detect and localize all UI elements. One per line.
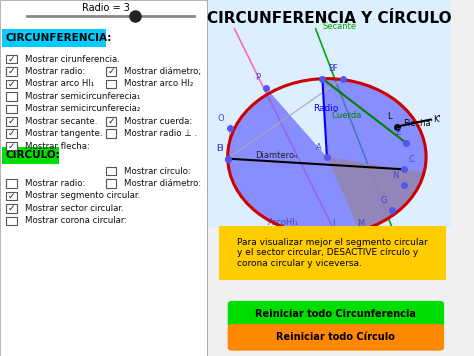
Text: Mostrar semicircunferecia₁: Mostrar semicircunferecia₁ xyxy=(25,92,140,101)
FancyBboxPatch shape xyxy=(6,105,17,113)
Text: D: D xyxy=(216,144,222,153)
FancyBboxPatch shape xyxy=(2,29,106,47)
FancyBboxPatch shape xyxy=(6,130,17,138)
Text: Mostrar semicircunferecia₂: Mostrar semicircunferecia₂ xyxy=(25,104,140,113)
FancyBboxPatch shape xyxy=(6,67,17,76)
Text: Mostrar secante.: Mostrar secante. xyxy=(25,117,97,126)
Text: Mostrar segmento circular.: Mostrar segmento circular. xyxy=(25,192,140,200)
Text: CÍRCULO:: CÍRCULO: xyxy=(5,151,60,161)
FancyBboxPatch shape xyxy=(106,80,116,88)
Text: H: H xyxy=(216,144,222,153)
Wedge shape xyxy=(327,157,424,231)
Text: Mostrar corona circular:: Mostrar corona circular: xyxy=(25,216,127,225)
Text: G: G xyxy=(380,196,387,205)
Text: ✓: ✓ xyxy=(8,67,16,76)
Text: B: B xyxy=(328,64,334,73)
Text: ✓: ✓ xyxy=(8,54,16,64)
Text: Mostrar círculo:: Mostrar círculo: xyxy=(124,167,191,176)
Text: Mostrar cuerda:: Mostrar cuerda: xyxy=(124,117,192,126)
Text: I: I xyxy=(332,219,335,228)
Text: Mostrar sector circular.: Mostrar sector circular. xyxy=(25,204,124,213)
Text: ✓: ✓ xyxy=(107,67,115,76)
FancyBboxPatch shape xyxy=(6,216,17,225)
Polygon shape xyxy=(266,79,327,157)
Text: Mostrar cirunferencia.: Mostrar cirunferencia. xyxy=(25,54,119,64)
Text: Radio = 3: Radio = 3 xyxy=(82,3,130,13)
FancyBboxPatch shape xyxy=(6,179,17,188)
FancyBboxPatch shape xyxy=(208,0,451,228)
Text: Mostrar diámetro;: Mostrar diámetro; xyxy=(124,67,201,76)
Text: Reiniciar todo Círculo: Reiniciar todo Círculo xyxy=(276,333,395,342)
Text: Tangente: Tangente xyxy=(241,251,280,260)
Text: L: L xyxy=(387,112,392,121)
FancyBboxPatch shape xyxy=(6,192,17,200)
Text: Para visualizar mejor el segmento circular
y el sector circular, DESACTIVE círcu: Para visualizar mejor el segmento circul… xyxy=(237,238,428,268)
FancyBboxPatch shape xyxy=(106,117,116,126)
Text: ArcoHI₁: ArcoHI₁ xyxy=(268,218,300,227)
Text: A: A xyxy=(316,142,321,152)
Text: Mostrar flecha:: Mostrar flecha: xyxy=(25,142,90,151)
FancyBboxPatch shape xyxy=(106,179,116,188)
Text: ✓: ✓ xyxy=(107,117,115,126)
Text: Mostrar radio:: Mostrar radio: xyxy=(25,179,85,188)
Text: N: N xyxy=(392,171,398,180)
FancyBboxPatch shape xyxy=(6,204,17,213)
FancyBboxPatch shape xyxy=(228,301,444,328)
Text: K': K' xyxy=(433,115,441,124)
FancyBboxPatch shape xyxy=(6,92,17,101)
Text: Flecha': Flecha' xyxy=(403,119,433,127)
Text: Cuerda: Cuerda xyxy=(331,111,362,120)
Text: Reiniciar todo Circunferencia: Reiniciar todo Circunferencia xyxy=(255,309,416,319)
Text: Secante: Secante xyxy=(322,22,356,31)
Text: ✓: ✓ xyxy=(8,129,16,138)
FancyBboxPatch shape xyxy=(6,117,17,126)
Text: C: C xyxy=(409,155,415,164)
Text: Mostrar tangente.: Mostrar tangente. xyxy=(25,129,102,138)
FancyBboxPatch shape xyxy=(219,226,447,279)
Text: Mostrar radio:: Mostrar radio: xyxy=(25,67,85,76)
Text: ✓: ✓ xyxy=(8,79,16,89)
Text: CIRCUNFERENCIA Y CÍRCULO: CIRCUNFERENCIA Y CÍRCULO xyxy=(207,11,451,26)
Text: ✓: ✓ xyxy=(8,142,16,151)
Text: O: O xyxy=(218,114,225,123)
FancyBboxPatch shape xyxy=(6,142,17,151)
Text: Mostrar radio ⊥ .: Mostrar radio ⊥ . xyxy=(124,129,197,138)
Text: Radio: Radio xyxy=(313,104,339,113)
FancyBboxPatch shape xyxy=(0,0,208,356)
FancyBboxPatch shape xyxy=(6,55,17,63)
FancyBboxPatch shape xyxy=(106,130,116,138)
FancyBboxPatch shape xyxy=(6,80,17,88)
Text: E: E xyxy=(395,128,401,137)
Text: ✓: ✓ xyxy=(8,204,16,213)
Text: Mostrar arco HI₁: Mostrar arco HI₁ xyxy=(25,79,94,89)
Text: F: F xyxy=(332,64,337,73)
FancyBboxPatch shape xyxy=(228,324,444,351)
FancyBboxPatch shape xyxy=(106,167,116,176)
Text: ✓: ✓ xyxy=(8,117,16,126)
Text: CIRCUNFERENCIA:: CIRCUNFERENCIA: xyxy=(5,33,112,43)
Text: Mostrar diámetro:: Mostrar diámetro: xyxy=(124,179,201,188)
FancyBboxPatch shape xyxy=(2,147,59,164)
Text: Diamteroₙ: Diamteroₙ xyxy=(255,151,297,159)
Text: Mostrar arco HI₂: Mostrar arco HI₂ xyxy=(124,79,193,89)
Wedge shape xyxy=(228,79,426,235)
FancyBboxPatch shape xyxy=(106,67,116,76)
Text: ✓: ✓ xyxy=(8,192,16,200)
Text: M: M xyxy=(357,219,365,228)
Text: P: P xyxy=(255,73,261,82)
